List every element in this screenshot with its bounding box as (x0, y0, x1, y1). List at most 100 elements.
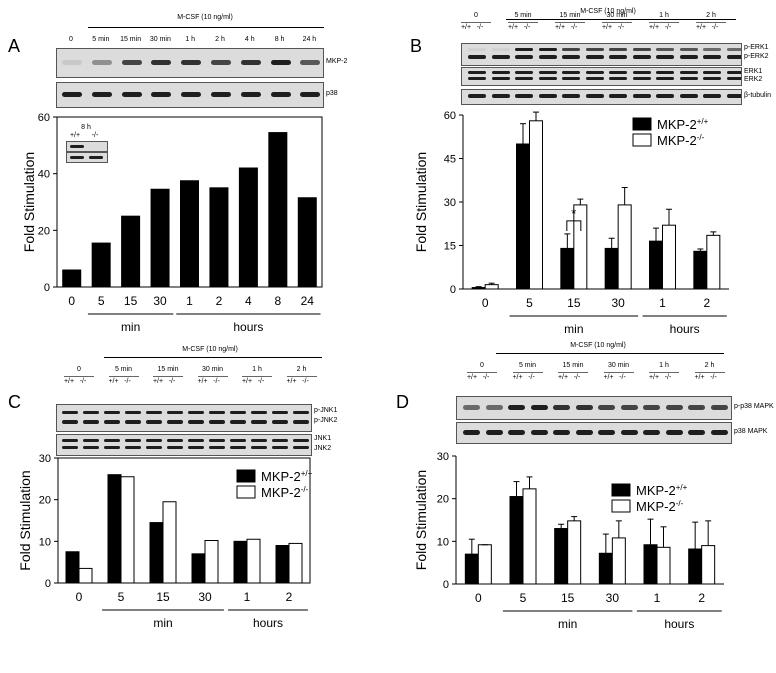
group-label: hours (233, 320, 263, 334)
genotype-label: -/- (710, 374, 717, 381)
blot-band (62, 420, 78, 424)
x-tick-label: 0 (76, 590, 83, 604)
blot-band (181, 92, 202, 97)
blot-band (146, 439, 162, 442)
blot-band (515, 48, 533, 51)
blot-band (209, 411, 225, 414)
time-label: 2 h (296, 366, 307, 373)
inset-title: 8 h (81, 124, 91, 131)
genotype-label: -/- (257, 378, 265, 385)
time-underline (64, 376, 94, 377)
genotype-label: +/+ (557, 374, 569, 381)
blot-band (167, 420, 183, 424)
panel-b: B M-CSF (10 ng/ml) 0 +/+ -/- 5 min +/+ -/- 15 … (388, 0, 776, 336)
blot-band (562, 77, 580, 80)
bar (180, 180, 199, 288)
blot-band (726, 77, 741, 80)
mcsf-label: M-CSF (10 ng/ml) (177, 14, 233, 21)
genotype-label: -/- (664, 24, 672, 31)
blot-band (293, 439, 309, 442)
bar (471, 287, 486, 290)
x-tick-label: 30 (153, 294, 167, 308)
x-tick-label: 0 (482, 296, 489, 310)
blot-band (726, 55, 741, 59)
blot-band (656, 48, 674, 51)
genotype-label: -/- (570, 24, 578, 31)
inset-genotype-ko: -/- (91, 132, 99, 139)
time-label: 30 min (607, 362, 629, 369)
blot-band (515, 94, 533, 98)
bar (275, 545, 290, 584)
blot-band (62, 439, 78, 442)
genotype-label: -/- (664, 374, 672, 381)
blot-band (468, 94, 486, 98)
bar (706, 234, 721, 290)
blot-band (62, 60, 82, 65)
bar (649, 240, 663, 290)
blot-band (188, 411, 204, 414)
y-tick-label: 60 (38, 112, 50, 124)
x-tick-label: 24 (301, 294, 315, 308)
blot-band (703, 77, 721, 80)
blot-band (538, 48, 557, 51)
x-tick-label: 15 (561, 591, 575, 605)
bar (204, 540, 219, 584)
blot-band (251, 439, 267, 442)
y-tick-label: 30 (437, 451, 449, 463)
genotype-label: +/+ (460, 24, 472, 31)
blot-label-tubulin: β-tubulin (744, 92, 771, 99)
blot-band (146, 411, 162, 414)
genotype-label: +/+ (152, 378, 164, 385)
blot-band (463, 405, 480, 410)
blot-band (703, 55, 721, 59)
y-tick-label: 20 (38, 225, 50, 237)
blot-band (188, 446, 204, 449)
y-tick-label: 30 (444, 197, 456, 209)
y-tick-label: 15 (444, 241, 456, 253)
mcsf-label: M-CSF (10 ng/ml) (580, 8, 636, 15)
blot-band (679, 55, 698, 59)
bar (560, 247, 575, 290)
blot-band (125, 446, 141, 449)
blot-mkp2 (56, 48, 324, 78)
bar (509, 496, 524, 585)
significance-star: * (571, 206, 576, 221)
blot-band (688, 405, 705, 410)
genotype-label: -/- (302, 378, 309, 385)
blot-band (151, 92, 172, 97)
blot-label-jnk2: JNK2 (314, 445, 332, 452)
time-underline (555, 22, 585, 23)
x-tick-label: 0 (68, 294, 75, 308)
blot-label-pjnk1: p-JNK1 (314, 407, 338, 414)
time-underline (108, 376, 139, 377)
time-underline (603, 372, 634, 373)
genotype-label: +/+ (507, 24, 519, 31)
blot-band (620, 405, 638, 410)
genotype-label: -/- (79, 378, 87, 385)
bar (598, 552, 613, 585)
x-tick-label: 15 (124, 294, 138, 308)
chart-c: 0 10 20 30 Fold Stimulation 0 5 15 30 1 2 min hours M… (17, 453, 313, 630)
bar (65, 551, 80, 584)
blot-band (62, 446, 78, 449)
time-label: 30 min (201, 366, 223, 373)
bar (288, 542, 303, 584)
genotype-label: -/- (523, 24, 531, 31)
genotype-label: -/- (482, 374, 490, 381)
blot-band (167, 411, 183, 414)
x-tick-label: 30 (611, 296, 625, 310)
blot-band (485, 430, 503, 435)
blot-band (609, 48, 627, 51)
blot-band (598, 405, 615, 410)
lane-label: 0 (69, 36, 73, 43)
blot-band (240, 60, 261, 65)
bar (522, 488, 537, 585)
blot-band (538, 77, 557, 80)
blot-band (679, 71, 698, 74)
blot-band (300, 60, 321, 65)
blot-p38 (56, 82, 324, 108)
bar (662, 224, 676, 290)
genotype-label: +/+ (197, 378, 208, 385)
y-tick-label: 30 (39, 453, 51, 465)
blot-label-pjnk2: p-JNK2 (314, 417, 338, 424)
